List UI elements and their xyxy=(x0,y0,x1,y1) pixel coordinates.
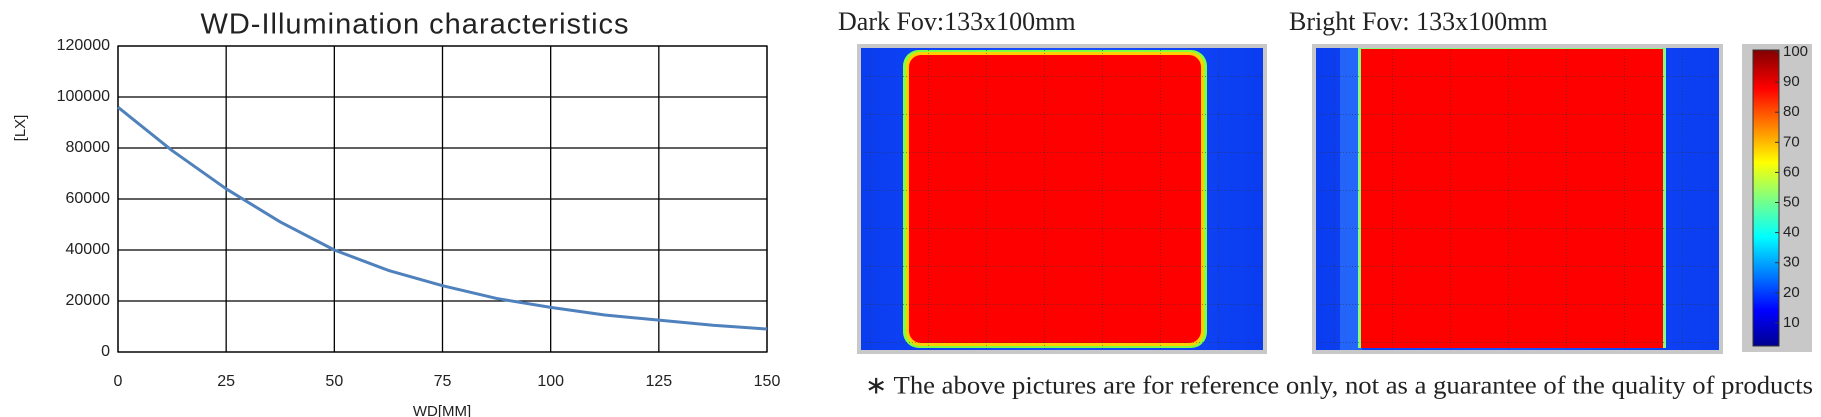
plot-frame xyxy=(117,45,768,353)
y-tick-label: 80000 xyxy=(66,139,111,156)
y-tick-label: 40000 xyxy=(66,241,111,258)
colorbar-tick-label: 40 xyxy=(1783,224,1800,241)
x-axis-label: WD[MM] xyxy=(413,403,471,417)
heatmap xyxy=(857,44,1267,354)
y-tick-label: 60000 xyxy=(66,190,111,207)
colorbar-tick-label: 80 xyxy=(1783,103,1800,120)
colorbar-tick-label: 90 xyxy=(1783,73,1800,90)
note: ∗ The above pictures are for reference o… xyxy=(865,373,1813,400)
x-tick-label: 125 xyxy=(645,373,672,390)
colorbar-tick-label: 70 xyxy=(1783,133,1800,150)
x-tick-label: 0 xyxy=(114,373,123,390)
colorbar-tick-label: 100 xyxy=(1783,43,1808,60)
x-tick-label: 150 xyxy=(754,373,781,390)
y-axis-label: [LX] xyxy=(12,115,29,142)
panel-title: Bright Fov: 133x100mm xyxy=(1289,7,1548,36)
x-tick-label: 50 xyxy=(325,373,343,390)
x-tick-label: 25 xyxy=(217,373,235,390)
y-tick-label: 120000 xyxy=(57,37,110,54)
panel-title: Dark Fov:133x100mm xyxy=(838,7,1076,36)
x-tick-label: 100 xyxy=(537,373,564,390)
colorbar xyxy=(1742,44,1812,352)
heatmap xyxy=(1312,44,1723,354)
colorbar-tick-label: 20 xyxy=(1783,284,1800,301)
colorbar-tick-label: 30 xyxy=(1783,254,1800,271)
line xyxy=(117,106,768,331)
y-tick-label: 20000 xyxy=(66,292,111,309)
y-tick-label: 0 xyxy=(101,343,110,360)
chart-title: WD-Illumination characteristics xyxy=(200,9,629,41)
y-tick-label: 100000 xyxy=(57,88,110,105)
colorbar-tick-label: 50 xyxy=(1783,193,1800,210)
colorbar-tick-label: 10 xyxy=(1783,314,1800,331)
colorbar-tick-label: 60 xyxy=(1783,163,1800,180)
x-tick-label: 75 xyxy=(434,373,452,390)
